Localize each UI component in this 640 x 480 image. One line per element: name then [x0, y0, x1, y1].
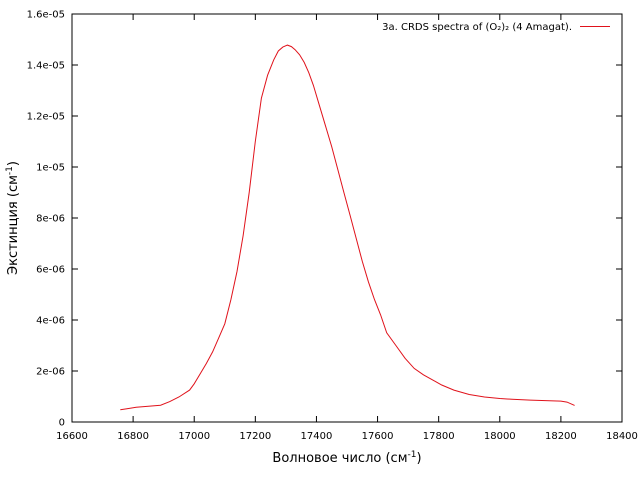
y-tick-label: 1e-05 [36, 163, 65, 174]
legend: 3a. CRDS spectra of (O₂)₂ (4 Amagat). [382, 22, 610, 33]
x-tick-label: 17000 [178, 431, 210, 442]
x-tick-label: 18400 [606, 431, 638, 442]
x-tick-label: 18200 [545, 431, 577, 442]
plot-frame [71, 13, 623, 423]
x-tick-label: 17200 [239, 431, 271, 442]
y-tick-label: 1.4e-05 [27, 61, 65, 72]
series-line [120, 44, 575, 411]
y-tick-label: 1.6e-05 [27, 10, 65, 21]
x-tick-label: 16600 [56, 431, 88, 442]
x-tick-label: 18000 [484, 431, 516, 442]
y-axis-label: Экстинция (см-1) [5, 161, 21, 275]
x-tick-label: 17600 [362, 431, 394, 442]
x-tick-labels: 16600 16800 17000 17200 17400 17600 17800 18000… [56, 431, 638, 442]
tick-marks [71, 13, 623, 423]
y-tick-label: 4e-06 [36, 316, 65, 327]
x-tick-label: 16800 [117, 431, 149, 442]
x-tick-label: 17800 [423, 431, 455, 442]
legend-series-label: 3a. CRDS spectra of (O₂)₂ (4 Amagat). [382, 22, 572, 33]
y-tick-label: 6e-06 [36, 265, 65, 276]
y-tick-labels: 0 2e-06 4e-06 6e-06 8e-06 1e-05 1.2e-05 1.4e-05… [27, 10, 65, 429]
y-tick-label: 0 [59, 418, 65, 429]
y-tick-label: 1.2e-05 [27, 112, 65, 123]
x-tick-label: 17400 [301, 431, 333, 442]
y-tick-label: 2e-06 [36, 367, 65, 378]
y-tick-label: 8e-06 [36, 214, 65, 225]
x-axis-label: Волновое число (см-1) [272, 450, 421, 466]
